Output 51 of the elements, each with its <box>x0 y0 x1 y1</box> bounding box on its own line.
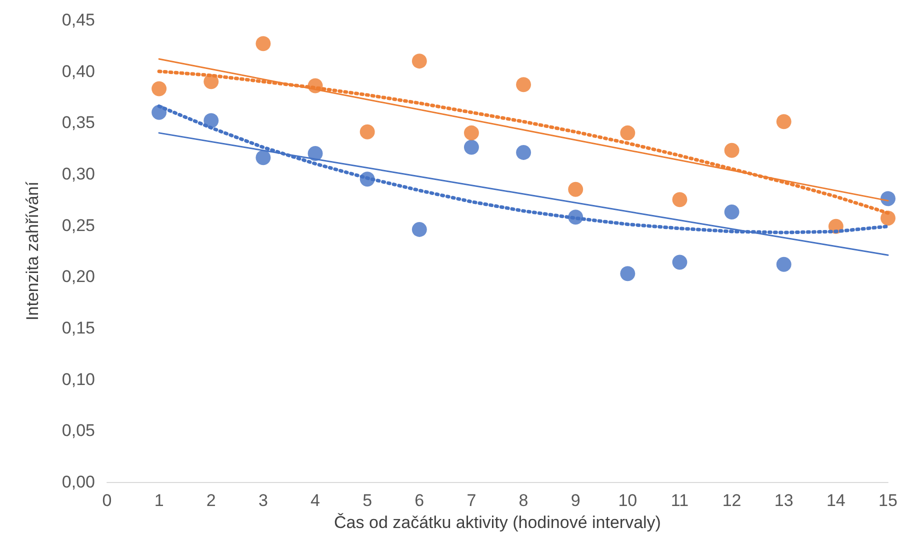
x-tick-label: 1 <box>154 491 164 510</box>
point <box>308 146 323 161</box>
point <box>516 144 532 160</box>
point <box>880 191 896 206</box>
point <box>360 124 375 140</box>
x-tick-label: 3 <box>258 491 268 510</box>
point <box>204 113 219 128</box>
point <box>724 204 740 220</box>
x-tick-label: 9 <box>570 491 580 510</box>
point <box>464 140 479 155</box>
point <box>464 125 479 140</box>
x-tick-label: 11 <box>670 491 689 510</box>
y-tick-label: 0,15 <box>62 318 95 338</box>
x-tick-label: 12 <box>722 491 742 510</box>
x-tick-label: 13 <box>774 491 794 510</box>
point <box>776 256 792 272</box>
x-tick-label: 15 <box>878 491 898 510</box>
x-axis-title: Čas od začátku aktivity (hodinové intervaly) <box>334 513 661 532</box>
x-tick-label: 2 <box>206 491 216 510</box>
point <box>724 142 740 158</box>
x-tick-label: 8 <box>518 491 528 510</box>
point <box>620 125 636 140</box>
y-tick-label: 0,40 <box>62 62 95 81</box>
point <box>776 114 792 130</box>
y-axis-title: Intenzita zahřívání <box>23 181 42 320</box>
point <box>672 254 688 270</box>
y-tick-label: 0,45 <box>62 10 95 30</box>
y-tick-label: 0,35 <box>62 113 95 132</box>
point <box>256 36 271 52</box>
y-tick-label: 0,05 <box>62 421 95 440</box>
point <box>412 222 427 237</box>
point <box>568 182 584 197</box>
y-tick-label: 0,00 <box>62 472 95 492</box>
point <box>516 77 532 92</box>
point <box>256 150 271 166</box>
y-tick-label: 0,20 <box>62 267 95 286</box>
x-tick-label: 6 <box>414 491 424 510</box>
x-tick-label: 10 <box>618 491 638 510</box>
x-tick-label: 0 <box>102 491 112 510</box>
x-tick-label: 4 <box>310 491 320 510</box>
x-tick-label: 5 <box>362 491 372 510</box>
y-tick-label: 0,30 <box>62 164 95 184</box>
y-tick-label: 0,10 <box>62 370 95 389</box>
x-tick-label: 7 <box>466 491 476 510</box>
point <box>412 54 427 69</box>
y-tick-label: 0,25 <box>62 216 95 235</box>
point <box>152 81 167 96</box>
point <box>672 192 688 208</box>
point <box>620 266 636 282</box>
point <box>880 210 896 226</box>
x-tick-label: 14 <box>826 491 846 510</box>
